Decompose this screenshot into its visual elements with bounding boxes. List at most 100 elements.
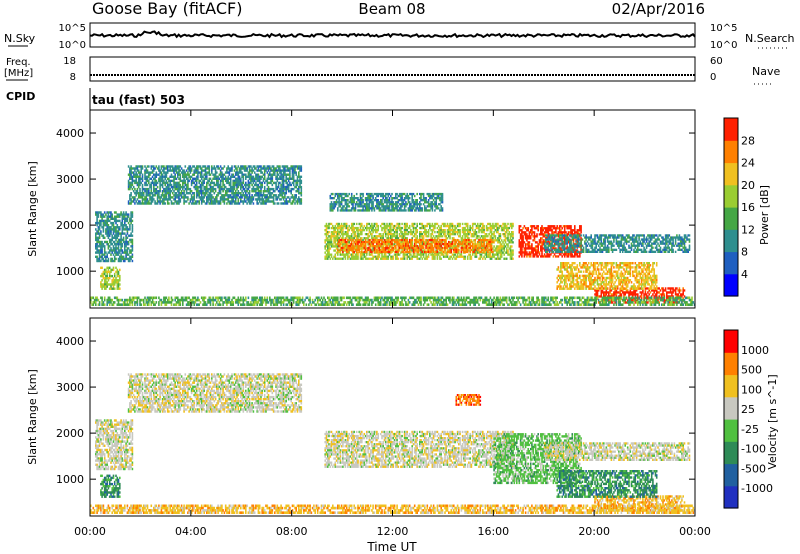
echo-cell xyxy=(129,167,131,170)
echo-cell xyxy=(136,181,139,185)
echo-cell xyxy=(234,173,237,176)
echo-cell xyxy=(523,255,526,258)
echo-cell xyxy=(261,202,263,205)
echo-cell xyxy=(131,255,134,258)
echo-cell xyxy=(286,165,289,168)
echo-cell xyxy=(122,213,125,216)
echo-cell xyxy=(327,239,329,242)
echo-cell xyxy=(466,222,469,226)
echo-cell xyxy=(537,245,539,248)
echo-cell xyxy=(287,169,290,172)
echo-cell xyxy=(142,198,145,201)
echo-cell xyxy=(241,194,243,197)
echo-cell xyxy=(526,255,528,258)
echo-cell xyxy=(107,234,110,237)
echo-cell xyxy=(116,226,119,229)
echo-cell xyxy=(460,250,463,254)
echo-cell xyxy=(112,245,115,248)
echo-cell xyxy=(127,240,130,244)
echo-cell xyxy=(158,179,160,183)
echo-cell xyxy=(401,226,403,230)
echo-cell xyxy=(500,255,503,258)
echo-cell xyxy=(238,175,241,178)
echo-cell xyxy=(197,190,199,193)
echo-cell xyxy=(436,257,439,260)
echo-cell xyxy=(117,272,120,276)
echo-cell xyxy=(103,268,106,272)
echo-cell xyxy=(177,173,179,176)
echo-cell xyxy=(277,185,280,189)
echo-cell xyxy=(200,200,203,203)
echo-cell xyxy=(325,222,328,226)
echo-cell xyxy=(108,277,111,280)
echo-cell xyxy=(266,194,269,197)
echo-cell xyxy=(155,171,158,174)
echo-cell xyxy=(224,194,227,197)
echo-cell xyxy=(253,179,256,183)
echo-cell xyxy=(168,190,170,193)
echo-cell xyxy=(231,165,233,168)
echo-cell xyxy=(236,183,238,187)
echo-cell xyxy=(281,196,284,199)
echo-cell xyxy=(111,236,113,239)
echo-cell xyxy=(355,222,358,226)
echo-cell xyxy=(366,250,368,254)
echo-cell xyxy=(381,242,383,246)
echo-cell xyxy=(381,229,383,232)
echo-cell xyxy=(112,224,115,227)
echo-cell xyxy=(165,194,168,197)
echo-cell xyxy=(97,251,100,254)
echo-cell xyxy=(160,179,163,183)
echo-cell xyxy=(130,192,132,195)
echo-cell xyxy=(245,173,247,176)
echo-cell xyxy=(272,187,275,191)
echo-cell xyxy=(112,277,115,280)
echo-cell xyxy=(106,240,108,244)
echo-cell xyxy=(202,192,204,195)
echo-cell xyxy=(101,253,103,256)
echo-cell xyxy=(245,169,247,172)
echo-cell xyxy=(392,257,395,260)
echo-cell xyxy=(103,277,106,280)
echo-cell xyxy=(166,177,169,180)
echo-cell xyxy=(153,187,155,191)
echo-cell xyxy=(208,173,211,176)
echo-cell xyxy=(155,175,158,178)
echo-cell xyxy=(209,190,212,193)
echo-cell xyxy=(113,249,116,252)
echo-cell xyxy=(328,222,330,226)
echo-cell xyxy=(257,202,260,205)
echo-cell xyxy=(526,239,528,242)
echo-cell xyxy=(214,196,217,199)
echo-cell xyxy=(270,181,272,185)
echo-cell xyxy=(108,230,111,233)
echo-cell xyxy=(499,257,502,260)
echo-cell xyxy=(193,165,195,168)
echo-cell xyxy=(131,245,134,248)
echo-cell xyxy=(330,222,333,226)
echo-cell xyxy=(276,187,279,191)
echo-cell xyxy=(195,175,198,178)
echo-cell xyxy=(505,224,508,228)
echo-cell xyxy=(116,253,119,256)
echo-cell xyxy=(108,266,111,269)
echo-cell xyxy=(489,253,492,256)
echo-cell xyxy=(473,250,475,254)
echo-cell xyxy=(130,200,132,203)
echo-cell xyxy=(165,190,168,193)
echo-cell xyxy=(129,234,131,237)
echo-cell xyxy=(271,169,274,172)
echo-cell xyxy=(139,202,141,205)
echo-cell xyxy=(253,165,256,168)
echo-cell xyxy=(226,179,228,183)
echo-cell xyxy=(386,226,388,230)
echo-cell xyxy=(218,185,221,189)
echo-cell xyxy=(434,224,436,228)
echo-cell xyxy=(265,200,267,203)
echo-cell xyxy=(132,198,135,201)
echo-cell xyxy=(115,226,117,229)
echo-cell xyxy=(403,248,406,252)
echo-cell xyxy=(96,238,98,242)
echo-cell xyxy=(276,198,279,201)
echo-cell xyxy=(100,240,102,244)
